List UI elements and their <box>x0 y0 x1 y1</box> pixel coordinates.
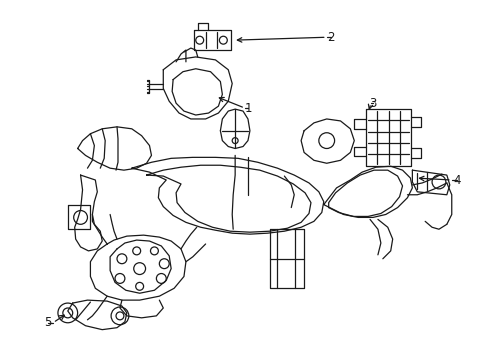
Text: 3: 3 <box>369 97 377 110</box>
Text: 4: 4 <box>453 174 461 186</box>
Text: 2: 2 <box>327 31 334 44</box>
Text: 5: 5 <box>45 316 52 329</box>
Text: 1: 1 <box>244 102 252 114</box>
